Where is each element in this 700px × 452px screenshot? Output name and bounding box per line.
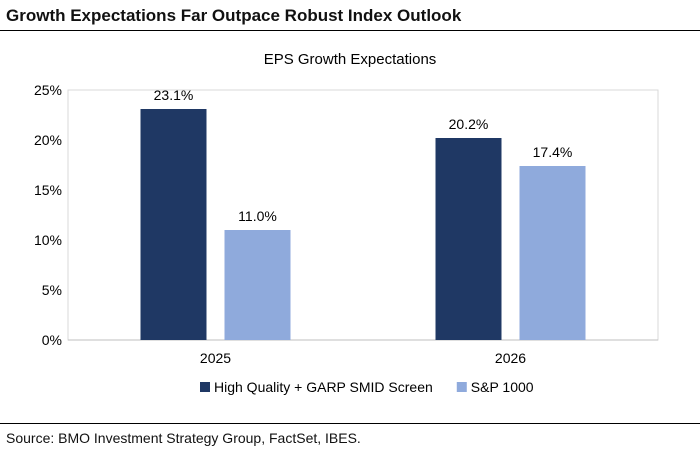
legend-swatch [456,382,467,392]
data-label: 23.1% [154,87,194,103]
bar-2026-series-1 [519,166,586,340]
y-tick-label: 15% [34,182,62,198]
y-tick-label: 10% [34,232,62,248]
bar-2025-series-1 [224,230,291,340]
y-axis-ticks: 0% 5% 10% 15% 20% 25% [34,82,62,348]
bar-2026-series-0 [435,138,502,340]
data-label: 11.0% [238,208,277,224]
eps-growth-chart: EPS Growth Expectations 0% 5% 10% 15% 20% 25%… [34,51,659,395]
data-label: 20.2% [449,116,489,132]
data-labels: 23.1% 11.0% 20.2% 17.4% [154,87,573,224]
page-title: Growth Expectations Far Outpace Robust I… [6,6,462,25]
legend-swatch [200,382,210,392]
footer-divider [0,423,700,424]
bars [140,109,586,340]
y-tick-label: 5% [42,282,62,298]
y-tick-label: 25% [34,82,62,98]
y-tick-label: 0% [42,332,62,348]
source-note: Source: BMO Investment Strategy Group, F… [6,430,361,446]
bar-2025-series-0 [140,109,207,340]
x-tick-label: 2026 [495,350,526,366]
header-divider [0,30,700,31]
data-label: 17.4% [533,144,573,160]
legend-label: High Quality + GARP SMID Screen [214,379,433,395]
x-axis-ticks: 2025 2026 [200,350,526,366]
legend: High Quality + GARP SMID Screen S&P 1000 [200,379,534,395]
chart-title: EPS Growth Expectations [264,51,437,68]
x-tick-label: 2025 [200,350,231,366]
legend-label: S&P 1000 [471,379,534,395]
y-tick-label: 20% [34,132,62,148]
